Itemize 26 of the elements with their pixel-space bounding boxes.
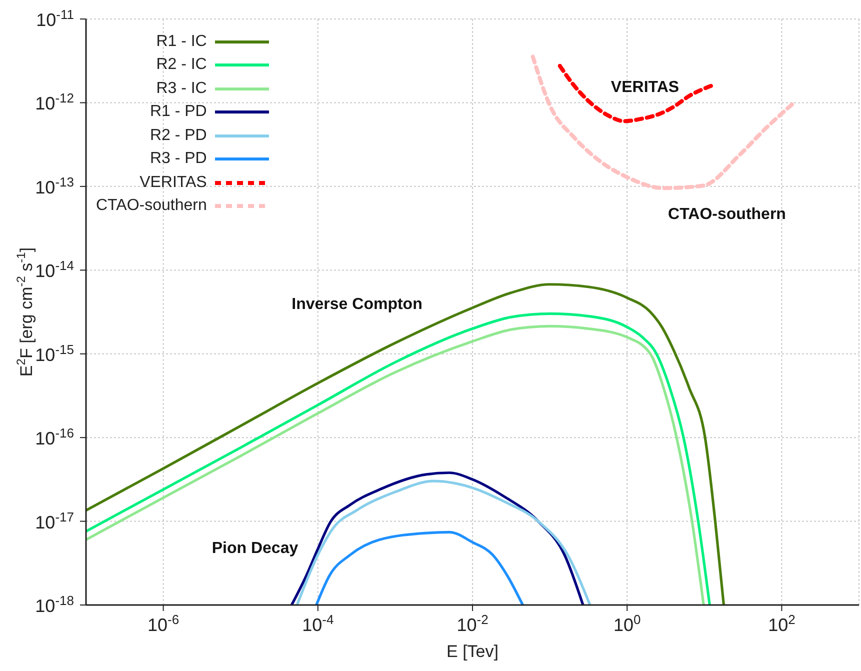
- legend-label: R1 - PD: [150, 103, 207, 122]
- annotation: Inverse Compton: [292, 296, 422, 313]
- annotation: CTAO-southern: [668, 206, 786, 223]
- y-tick-label: 10$^{-17}$: [35, 508, 74, 532]
- x-tick-label: 10$^{2}$: [768, 612, 796, 635]
- annotation: Pion Decay: [212, 540, 298, 557]
- y-tick-label: 10$^{-11}$: [36, 6, 74, 30]
- legend-label: R3 - IC: [156, 80, 207, 98]
- legend-label: R3 - PD: [150, 150, 207, 168]
- legend-label: VERITAS: [140, 174, 207, 192]
- x-axis-title: E [Tev]: [446, 642, 498, 661]
- x-tick-label: 10$^{-2}$: [456, 612, 488, 635]
- x-tick-label: 10$^{-6}$: [148, 612, 180, 635]
- y-tick-label: 10$^{-15}$: [35, 341, 74, 365]
- legend-label: R1 - IC: [156, 32, 207, 51]
- legend-label: R2 - PD: [150, 126, 207, 145]
- x-tick-label: 10$^{0}$: [613, 612, 641, 635]
- y-tick-label: 10$^{-12}$: [35, 90, 74, 114]
- legend-label: CTAO-southern: [96, 197, 207, 216]
- annotation: VERITAS: [610, 79, 680, 96]
- x-tick-label: 10$^{-4}$: [302, 612, 334, 635]
- y-tick-label: 10$^{-16}$: [35, 425, 74, 449]
- y-tick-label: 10$^{-18}$: [35, 592, 74, 616]
- y-tick-label: 10$^{-14}$: [35, 258, 74, 282]
- legend-label: R2 - IC: [156, 56, 207, 74]
- y-tick-label: 10$^{-13}$: [35, 174, 74, 198]
